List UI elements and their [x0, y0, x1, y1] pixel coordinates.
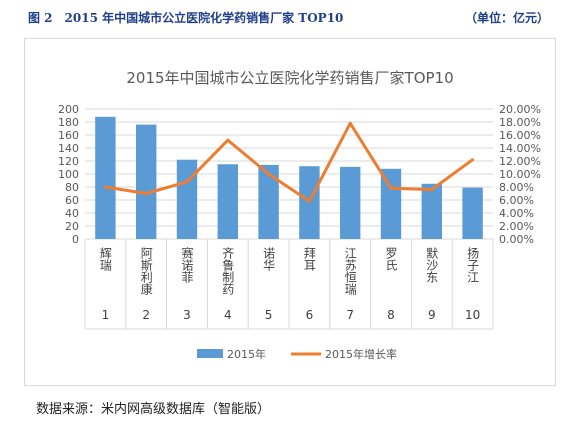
- right-tick-label: 14.00%: [499, 142, 541, 155]
- category-label: 江苏恒瑞: [343, 247, 357, 295]
- right-tick-label: 4.00%: [499, 207, 534, 220]
- right-tick-label: 2.00%: [499, 220, 534, 233]
- bar: [136, 124, 157, 239]
- rank-label: 7: [346, 308, 354, 322]
- source-note: 数据来源：米内网高级数据库（智能版）: [36, 402, 271, 417]
- bar: [217, 164, 238, 239]
- bar: [340, 166, 361, 239]
- line-point: [267, 172, 271, 176]
- right-tick-label: 18.00%: [499, 116, 541, 129]
- left-tick-label: 80: [65, 181, 79, 194]
- bar: [258, 164, 279, 239]
- rank-label: 2: [142, 308, 150, 322]
- category-label: 罗氏: [384, 247, 398, 271]
- left-tick-label: 120: [58, 155, 79, 168]
- rank-label: 3: [183, 308, 191, 322]
- left-tick-label: 40: [65, 207, 79, 220]
- right-axis-ticks: 0.00%2.00%4.00%6.00%8.00%10.00%12.00%14.…: [499, 103, 541, 246]
- line-point: [430, 188, 434, 192]
- legend-bar-swatch: [197, 349, 223, 358]
- line-point: [185, 180, 189, 184]
- left-tick-label: 200: [58, 103, 79, 116]
- growth-rate-line: [105, 121, 474, 203]
- right-tick-label: 10.00%: [499, 168, 541, 181]
- rank-label: 10: [465, 308, 480, 322]
- bar: [176, 159, 198, 239]
- bar: [462, 187, 483, 239]
- category-label: 默沙东: [425, 246, 439, 283]
- left-tick-label: 0: [72, 233, 79, 246]
- category-label: 齐鲁制药: [221, 246, 235, 295]
- category-label: 阿斯利康: [139, 247, 153, 295]
- line-series: [103, 121, 475, 203]
- right-tick-label: 20.00%: [499, 103, 541, 116]
- left-tick-label: 160: [58, 129, 79, 142]
- bar: [380, 168, 402, 239]
- figure-title: 图 2 2015 年中国城市公立医院化学药销售厂家 TOP10: [28, 11, 344, 25]
- right-tick-label: 0.00%: [499, 233, 534, 246]
- rank-label: 8: [387, 308, 395, 322]
- right-tick-label: 16.00%: [499, 129, 541, 142]
- left-tick-label: 180: [58, 116, 79, 129]
- legend: 2015年 2015年增长率: [197, 347, 397, 361]
- category-label: 诺华: [262, 247, 276, 271]
- line-point: [144, 192, 148, 195]
- rank-label: 1: [102, 308, 110, 322]
- category-label: 拜耳: [302, 247, 316, 271]
- category-labels: 辉瑞 1 阿斯利康 2 赛诺菲 3 齐鲁制药 4 诺华 5 拜耳 6 江苏恒瑞 7 罗氏 8 默沙东 9 扬子江 10: [98, 246, 480, 322]
- line-point: [348, 121, 352, 125]
- right-tick-label: 12.00%: [499, 155, 541, 168]
- line-point: [307, 199, 311, 203]
- line-point: [471, 158, 475, 162]
- rank-label: 9: [428, 308, 436, 322]
- bar: [95, 116, 116, 239]
- legend-bar-label: 2015年: [227, 347, 266, 361]
- right-tick-label: 6.00%: [499, 194, 534, 207]
- rank-label: 5: [265, 308, 273, 322]
- unit-label: （单位：亿元）: [464, 11, 549, 25]
- bar-series: [95, 116, 483, 239]
- left-tick-label: 100: [58, 168, 79, 181]
- bar: [421, 183, 442, 239]
- category-label: 赛诺菲: [180, 246, 194, 283]
- left-tick-label: 140: [58, 142, 79, 155]
- rank-label: 4: [224, 308, 232, 322]
- line-point: [226, 138, 230, 142]
- chart-frame: 2015年中国城市公立医院化学药销售厂家TOP10 0 20 40 60 80 100 12…: [24, 38, 556, 386]
- right-tick-label: 8.00%: [499, 181, 534, 194]
- legend-line-label: 2015年增长率: [325, 347, 397, 361]
- category-label: 扬子江: [466, 246, 480, 283]
- line-point: [389, 186, 393, 190]
- rank-label: 6: [306, 308, 314, 322]
- left-tick-label: 60: [65, 194, 79, 207]
- category-label: 辉瑞: [98, 247, 112, 271]
- line-point: [103, 185, 107, 189]
- left-tick-label: 20: [65, 220, 79, 233]
- chart-title: 2015年中国城市公立医院化学药销售厂家TOP10: [126, 69, 454, 87]
